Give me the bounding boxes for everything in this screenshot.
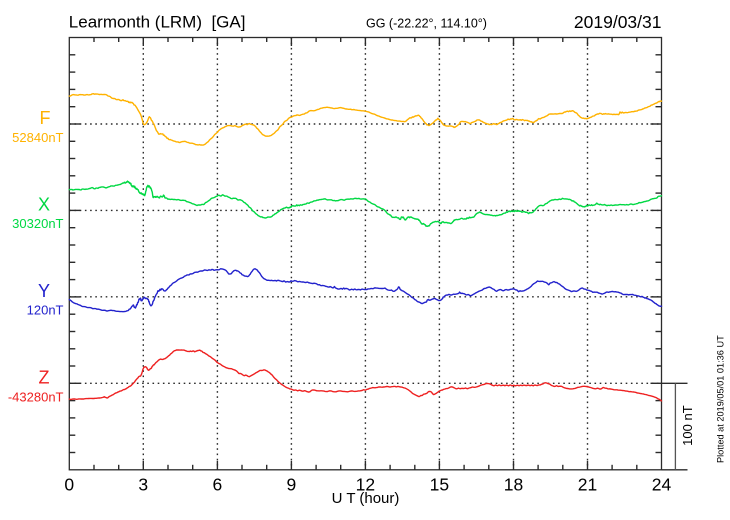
svg-text:F: F [40, 108, 51, 128]
svg-text:Y: Y [38, 281, 50, 301]
svg-text:-43280nT: -43280nT [8, 390, 64, 405]
svg-text:120nT: 120nT [27, 303, 64, 318]
svg-text:2019/03/31: 2019/03/31 [574, 12, 662, 32]
svg-text:12: 12 [356, 475, 375, 495]
svg-text:Z: Z [39, 367, 50, 387]
svg-text:30320nT: 30320nT [12, 216, 63, 231]
svg-text:100 nT: 100 nT [680, 405, 695, 446]
svg-text:15: 15 [430, 475, 449, 495]
svg-text:Learmonth (LRM) [GA]: Learmonth (LRM) [GA] [69, 13, 246, 32]
svg-text:9: 9 [287, 475, 297, 495]
svg-text:52840nT: 52840nT [12, 130, 63, 145]
svg-text:Plotted at 2019/05/01 01:36 UT: Plotted at 2019/05/01 01:36 UT [716, 335, 726, 463]
svg-text:18: 18 [504, 475, 523, 495]
svg-text:21: 21 [578, 475, 597, 495]
svg-text:U T (hour): U T (hour) [332, 490, 400, 507]
svg-text:X: X [38, 194, 50, 214]
svg-text:GG (-22.22°, 114.10°): GG (-22.22°, 114.10°) [366, 17, 487, 31]
svg-text:3: 3 [138, 475, 148, 495]
svg-text:6: 6 [213, 475, 223, 495]
svg-text:24: 24 [652, 475, 672, 495]
svg-text:0: 0 [64, 475, 74, 495]
